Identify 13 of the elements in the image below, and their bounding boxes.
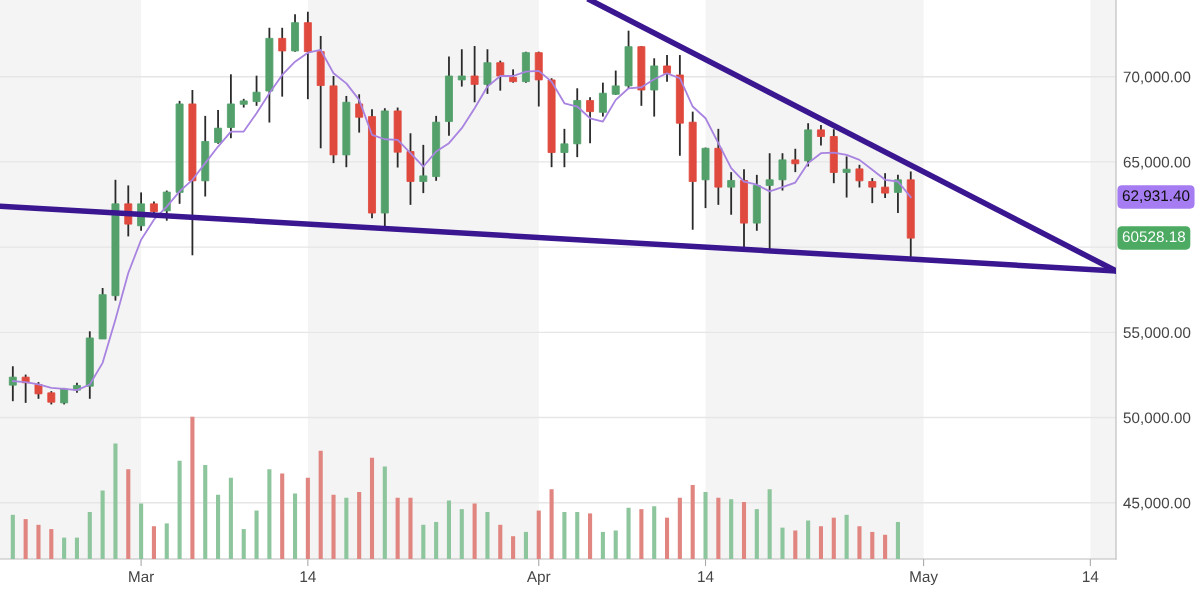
y-tick-label: 45,000.00 <box>1123 497 1191 511</box>
x-tick-label: Mar <box>129 571 155 583</box>
x-tick-label: 14 <box>698 571 714 582</box>
text: 60528.18 <box>1122 231 1186 243</box>
y-tick-label: 70,000.00 <box>1123 71 1191 85</box>
y-tick-label: 55,000.00 <box>1123 327 1191 340</box>
y-tick-label: 50,000.00 <box>1123 412 1191 426</box>
x-tick-label: 14 <box>300 571 316 582</box>
x-tick-label: 14 <box>1083 571 1099 582</box>
text: 62,931.40 <box>1122 190 1190 203</box>
x-tick-label: Apr <box>526 571 551 586</box>
x-tick-label: May <box>910 571 938 586</box>
y-tick-label: 65,000.00 <box>1123 156 1191 170</box>
